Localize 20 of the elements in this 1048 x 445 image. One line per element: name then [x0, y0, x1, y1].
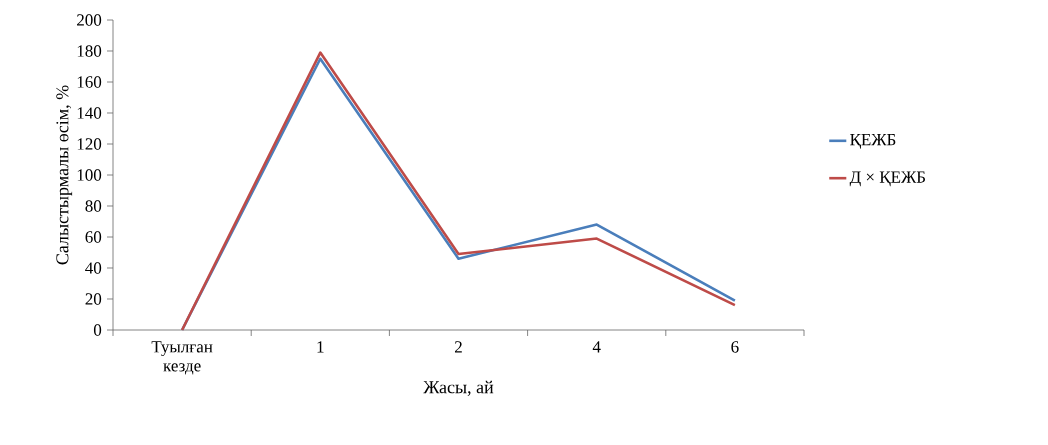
legend-label: Д × ҚЕЖБ	[849, 171, 926, 187]
y-tick-label: 40	[85, 262, 102, 274]
legend-label: ҚЕЖБ	[850, 134, 896, 149]
x-tick-label: 2	[455, 341, 462, 353]
y-axis-title: Салыстырмалы өсім, %	[56, 85, 73, 265]
x-tick-label: 4	[592, 341, 601, 353]
y-tick-label: 0	[93, 324, 102, 336]
x-tick-label: 6	[731, 341, 739, 353]
y-tick-label: 160	[77, 76, 102, 88]
y-tick-label: 140	[77, 107, 102, 119]
y-tick-label: 200	[77, 14, 102, 26]
x-tick-label: 1	[317, 341, 324, 353]
y-tick-label: 100	[77, 169, 102, 181]
y-tick-label: 60	[85, 231, 102, 243]
y-tick-label: 80	[85, 200, 102, 212]
y-tick-label: 20	[85, 293, 102, 305]
y-tick-label: 180	[77, 45, 102, 57]
x-axis-title: Жасы, ай	[423, 380, 494, 396]
y-tick-label: 120	[77, 138, 102, 150]
x-tick-label: Туылған кезде	[151, 341, 213, 375]
